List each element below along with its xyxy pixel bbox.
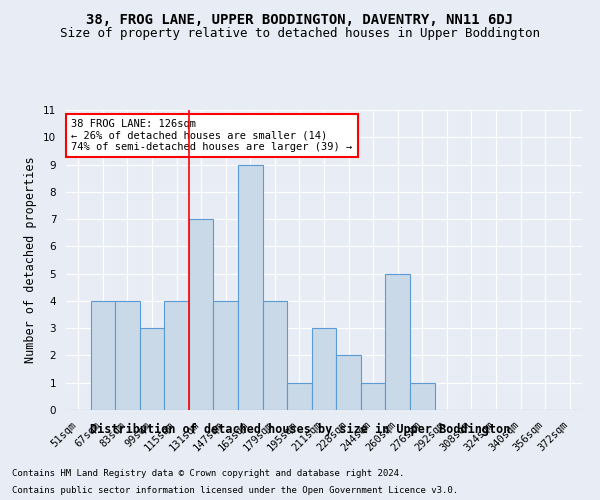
Text: 38, FROG LANE, UPPER BODDINGTON, DAVENTRY, NN11 6DJ: 38, FROG LANE, UPPER BODDINGTON, DAVENTR… (86, 12, 514, 26)
Bar (263, 301, 287, 410)
Y-axis label: Number of detached properties: Number of detached properties (25, 156, 37, 364)
Bar (189, 219, 214, 410)
Bar (287, 382, 312, 410)
Bar (312, 328, 336, 410)
Bar (214, 301, 238, 410)
Text: Contains public sector information licensed under the Open Government Licence v3: Contains public sector information licen… (12, 486, 458, 495)
Bar (164, 301, 189, 410)
Text: 38 FROG LANE: 126sqm
← 26% of detached houses are smaller (14)
74% of semi-detac: 38 FROG LANE: 126sqm ← 26% of detached h… (71, 119, 352, 152)
Bar (140, 328, 164, 410)
Text: Distribution of detached houses by size in Upper Boddington: Distribution of detached houses by size … (90, 422, 510, 436)
Text: Contains HM Land Registry data © Crown copyright and database right 2024.: Contains HM Land Registry data © Crown c… (12, 468, 404, 477)
Bar (115, 301, 140, 410)
Bar (385, 274, 410, 410)
Bar (238, 164, 263, 410)
Bar (91, 301, 115, 410)
Bar (410, 382, 434, 410)
Bar (361, 382, 385, 410)
Text: Size of property relative to detached houses in Upper Boddington: Size of property relative to detached ho… (60, 28, 540, 40)
Bar (336, 356, 361, 410)
